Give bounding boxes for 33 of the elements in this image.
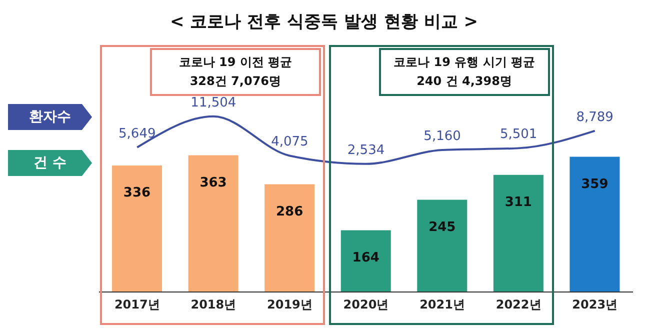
data-label: 5,160 xyxy=(424,128,461,144)
x-tick-label: 2021년 xyxy=(420,298,465,312)
bar xyxy=(264,184,315,292)
data-label: 11,504 xyxy=(190,95,236,110)
text: 코로나 19 이전 평균 328건 7,076명 xyxy=(178,54,294,90)
bar xyxy=(417,200,468,292)
data-label: 311 xyxy=(504,195,532,210)
chart-title: < 코로나 전후 식중독 발생 현황 비교 > xyxy=(169,11,479,33)
data-label: 5,501 xyxy=(500,127,538,142)
text: 건 수 xyxy=(8,150,92,176)
data-label: 359 xyxy=(581,177,608,192)
bar xyxy=(493,174,544,292)
data-label: 245 xyxy=(428,220,456,235)
data-label: 2,534 xyxy=(347,142,385,158)
x-tick-label: 2022년 xyxy=(496,298,542,312)
x-tick-label: 2018년 xyxy=(190,298,236,312)
data-label: 4,075 xyxy=(271,134,308,150)
x-tick-label: 2020년 xyxy=(343,298,389,312)
text: 코로나 19 유행 시기 평균 240 건 4,398명 xyxy=(392,54,536,90)
data-label: 336 xyxy=(123,186,151,201)
data-label: 5,649 xyxy=(118,126,156,142)
text: 환자수 xyxy=(8,104,92,130)
x-tick-label: 2023년 xyxy=(572,298,618,312)
x-tick-label: 2019년 xyxy=(267,298,312,312)
data-label: 363 xyxy=(200,176,227,191)
bar xyxy=(188,155,238,292)
data-label: 8,789 xyxy=(576,110,614,125)
data-label: 164 xyxy=(352,250,380,266)
bar xyxy=(340,230,391,292)
data-label: 286 xyxy=(276,204,304,220)
bar xyxy=(112,165,162,292)
x-tick-label: 2017년 xyxy=(114,298,160,312)
bar xyxy=(570,156,620,292)
